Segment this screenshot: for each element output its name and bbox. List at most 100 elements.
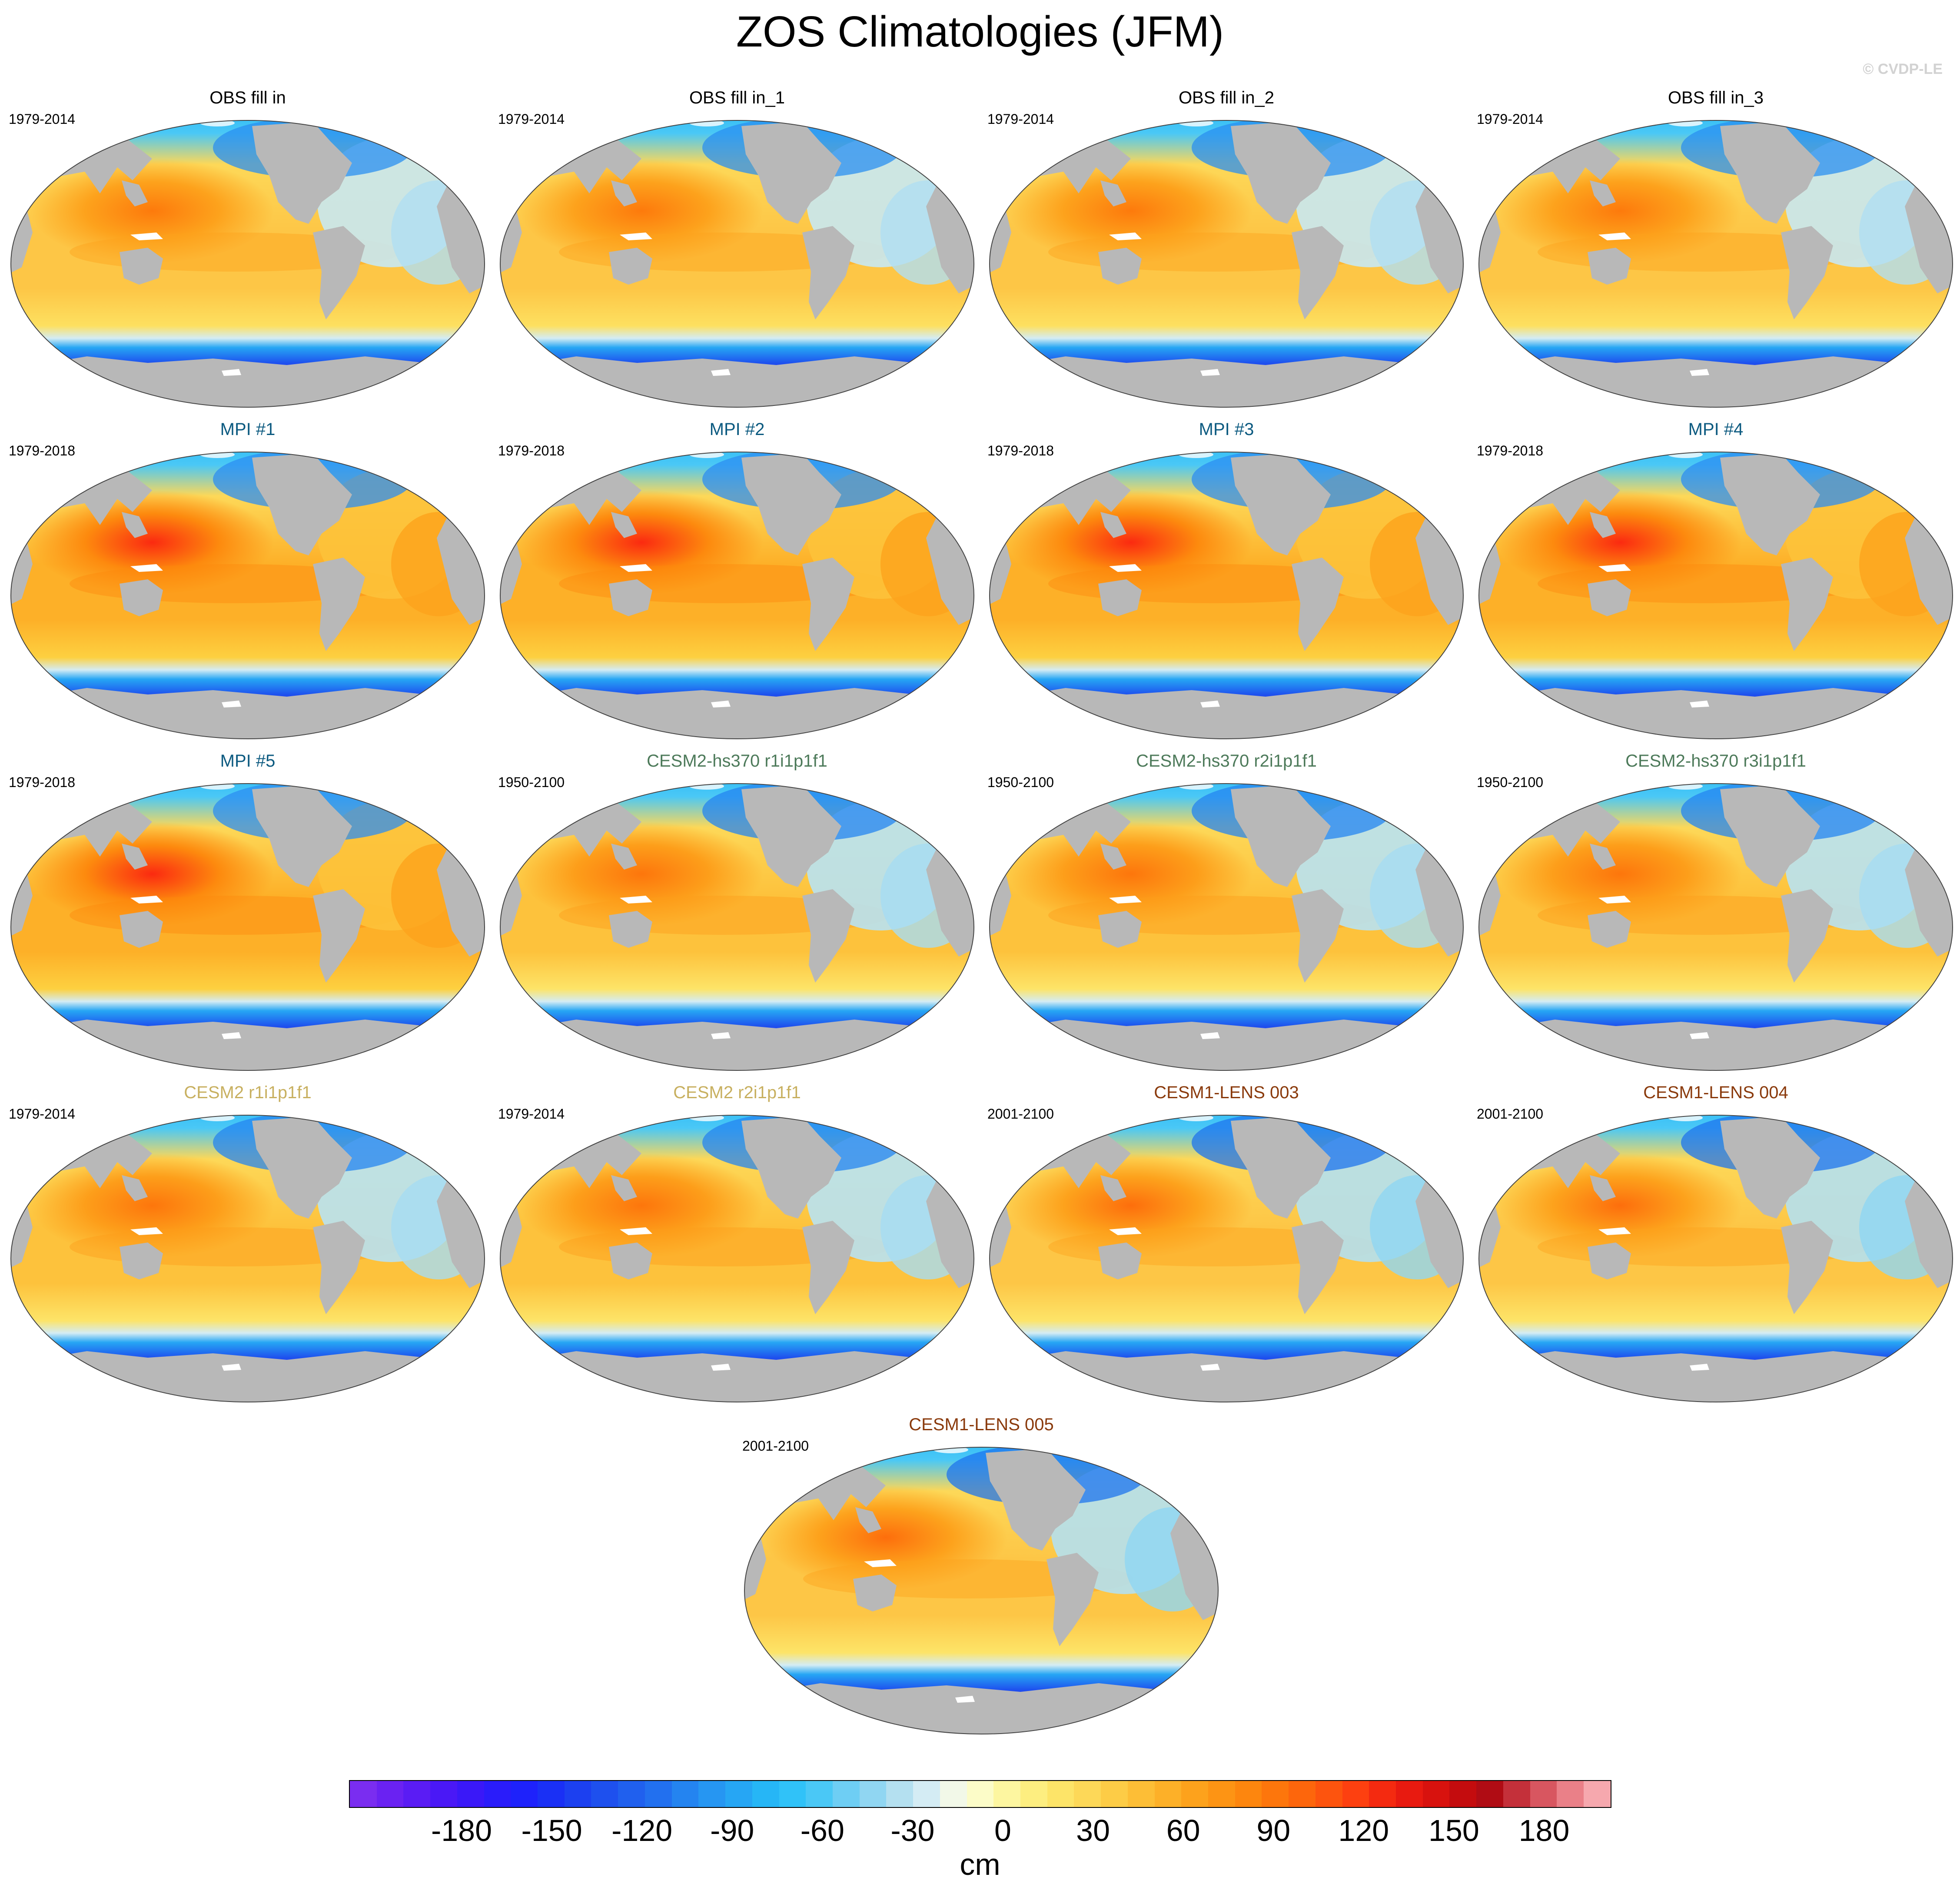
panel-title: MPI #4 — [1688, 420, 1744, 439]
panel-title: OBS fill in_3 — [1668, 88, 1764, 107]
panel-title: CESM2 r1i1p1f1 — [184, 1083, 312, 1102]
panel-years: 2001-2100 — [742, 1438, 809, 1454]
panel-years: 2001-2100 — [987, 1106, 1054, 1122]
colorbar-swatch — [1235, 1781, 1262, 1807]
map-panel: CESM2 r2i1p1f1 1979-2014 — [498, 1082, 976, 1408]
colorbar-swatch — [940, 1781, 967, 1807]
colorbar-swatch — [618, 1781, 645, 1807]
world-map — [1477, 765, 1955, 1076]
panel-title: CESM1-LENS 005 — [909, 1415, 1054, 1434]
world-map — [498, 765, 976, 1076]
colorbar-swatch — [1020, 1781, 1047, 1807]
colorbar-swatch — [1503, 1781, 1530, 1807]
colorbar-swatch — [671, 1781, 699, 1807]
map-panel: MPI #5 1979-2018 — [9, 750, 487, 1076]
panel-title: OBS fill in — [209, 88, 286, 107]
colorbar-swatch — [1584, 1781, 1611, 1807]
colorbar-swatch — [1289, 1781, 1316, 1807]
map-panel: CESM2-hs370 r2i1p1f1 1950-2100 — [987, 750, 1465, 1076]
colorbar-swatch — [564, 1781, 591, 1807]
colorbar-swatch — [1154, 1781, 1182, 1807]
colorbar-swatch — [1262, 1781, 1289, 1807]
colorbar-swatch — [832, 1781, 860, 1807]
colorbar-swatch — [859, 1781, 887, 1807]
panel-years: 1979-2018 — [1477, 443, 1544, 458]
colorbar-tick-label: -180 — [431, 1814, 492, 1847]
panel-title: MPI #5 — [220, 751, 276, 771]
colorbar-swatch — [1342, 1781, 1369, 1807]
colorbar-swatch — [1208, 1781, 1235, 1807]
world-map — [9, 434, 487, 744]
map-panel: MPI #2 1979-2018 — [498, 419, 976, 744]
panel-title: CESM2-hs370 r3i1p1f1 — [1625, 751, 1806, 771]
panel-title: CESM2-hs370 r2i1p1f1 — [1136, 751, 1317, 771]
colorbar-swatch — [1047, 1781, 1074, 1807]
world-map — [987, 765, 1465, 1076]
panel-title: CESM2-hs370 r1i1p1f1 — [647, 751, 827, 771]
colorbar-swatch — [1101, 1781, 1128, 1807]
panel-title: OBS fill in_1 — [689, 88, 785, 107]
map-panel: OBS fill in_1 1979-2014 — [498, 87, 976, 413]
colorbar — [349, 1780, 1611, 1808]
panel-title: MPI #3 — [1199, 420, 1254, 439]
colorbar-swatch — [886, 1781, 914, 1807]
colorbar-swatch — [1476, 1781, 1503, 1807]
colorbar-swatch — [644, 1781, 672, 1807]
map-panel: CESM2 r1i1p1f1 1979-2014 — [9, 1082, 487, 1408]
colorbar-swatch — [1530, 1781, 1557, 1807]
colorbar-swatch — [1449, 1781, 1477, 1807]
colorbar-swatch — [591, 1781, 618, 1807]
colorbar-swatch — [1181, 1781, 1208, 1807]
world-map — [1477, 434, 1955, 744]
world-map — [498, 434, 976, 744]
panel-years: 1979-2014 — [1477, 111, 1544, 127]
colorbar-swatch — [1396, 1781, 1423, 1807]
world-map — [987, 102, 1465, 413]
map-panel: MPI #4 1979-2018 — [1477, 419, 1955, 744]
colorbar-swatch — [1074, 1781, 1101, 1807]
world-map — [9, 102, 487, 413]
colorbar-tick-label: 0 — [994, 1814, 1011, 1847]
colorbar-tick-label: -60 — [800, 1814, 844, 1847]
colorbar-swatch — [511, 1781, 538, 1807]
panel-title: MPI #1 — [220, 420, 276, 439]
world-map — [742, 1429, 1220, 1740]
colorbar-tick-label: -120 — [611, 1814, 673, 1847]
map-panel: CESM1-LENS 004 2001-2100 — [1477, 1082, 1955, 1408]
colorbar-swatch — [403, 1781, 431, 1807]
map-panel: CESM2-hs370 r1i1p1f1 1950-2100 — [498, 750, 976, 1076]
panel-title: CESM1-LENS 004 — [1643, 1083, 1788, 1102]
colorbar-swatch — [779, 1781, 806, 1807]
map-panel: CESM1-LENS 005 2001-2100 — [742, 1414, 1220, 1740]
map-panel: OBS fill in_3 1979-2014 — [1477, 87, 1955, 413]
colorbar-swatch — [725, 1781, 752, 1807]
colorbar-tick-label: 180 — [1518, 1814, 1570, 1847]
colorbar-swatch — [538, 1781, 565, 1807]
colorbar-swatch — [430, 1781, 457, 1807]
colorbar-swatch — [350, 1781, 377, 1807]
colorbar-swatch — [913, 1781, 940, 1807]
panel-years: 1950-2100 — [1477, 774, 1544, 790]
colorbar-unit-label: cm — [960, 1847, 1000, 1881]
panel-title: CESM2 r2i1p1f1 — [673, 1083, 801, 1102]
colorbar-swatch — [806, 1781, 833, 1807]
colorbar-tick-label: 120 — [1338, 1814, 1389, 1847]
colorbar-swatch — [967, 1781, 994, 1807]
colorbar-tick-label: 30 — [1076, 1814, 1110, 1847]
colorbar-tick-label: 90 — [1256, 1814, 1291, 1847]
colorbar-swatch — [1369, 1781, 1396, 1807]
colorbar-swatch — [484, 1781, 511, 1807]
panel-years: 1979-2014 — [498, 1106, 565, 1122]
panel-years: 1950-2100 — [498, 774, 565, 790]
panel-years: 1979-2018 — [9, 774, 76, 790]
colorbar-swatch — [993, 1781, 1020, 1807]
map-panel: CESM1-LENS 003 2001-2100 — [987, 1082, 1465, 1408]
panel-title: CESM1-LENS 003 — [1154, 1083, 1299, 1102]
colorbar-swatch — [1557, 1781, 1584, 1807]
world-map — [1477, 102, 1955, 413]
colorbar-swatch — [1422, 1781, 1450, 1807]
colorbar-swatch — [376, 1781, 404, 1807]
panel-years: 1979-2014 — [987, 111, 1054, 127]
world-map — [987, 434, 1465, 744]
panel-years: 1979-2018 — [987, 443, 1054, 458]
